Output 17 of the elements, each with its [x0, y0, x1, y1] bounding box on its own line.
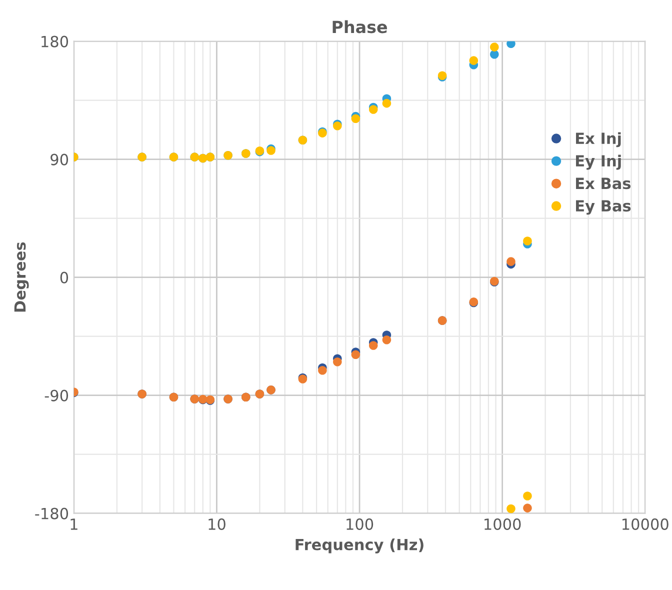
- y-tick-label: -90: [44, 390, 68, 402]
- x-tick-label: 10: [208, 518, 226, 530]
- y-tick-label: -180: [35, 508, 68, 520]
- x-tick-label: 1: [70, 518, 78, 530]
- legend-label: Ex Inj: [576, 132, 621, 148]
- y-tick-label: 90: [50, 154, 68, 166]
- y-tick-label: 180: [42, 36, 68, 48]
- y-axis-title: Degrees: [14, 242, 29, 312]
- x-tick-label: 1000: [484, 518, 521, 530]
- x-tick-label: 10000: [622, 518, 668, 530]
- legend-label: Ex Bas: [576, 178, 631, 190]
- chart-title: Phase: [332, 20, 387, 34]
- legend-label: Ey Inj: [576, 154, 621, 170]
- legend-label: Ey Bas: [576, 200, 631, 215]
- y-tick-label: 0: [60, 272, 68, 284]
- x-axis-title: Frequency (Hz): [296, 538, 424, 554]
- x-tick-label: 100: [346, 518, 374, 530]
